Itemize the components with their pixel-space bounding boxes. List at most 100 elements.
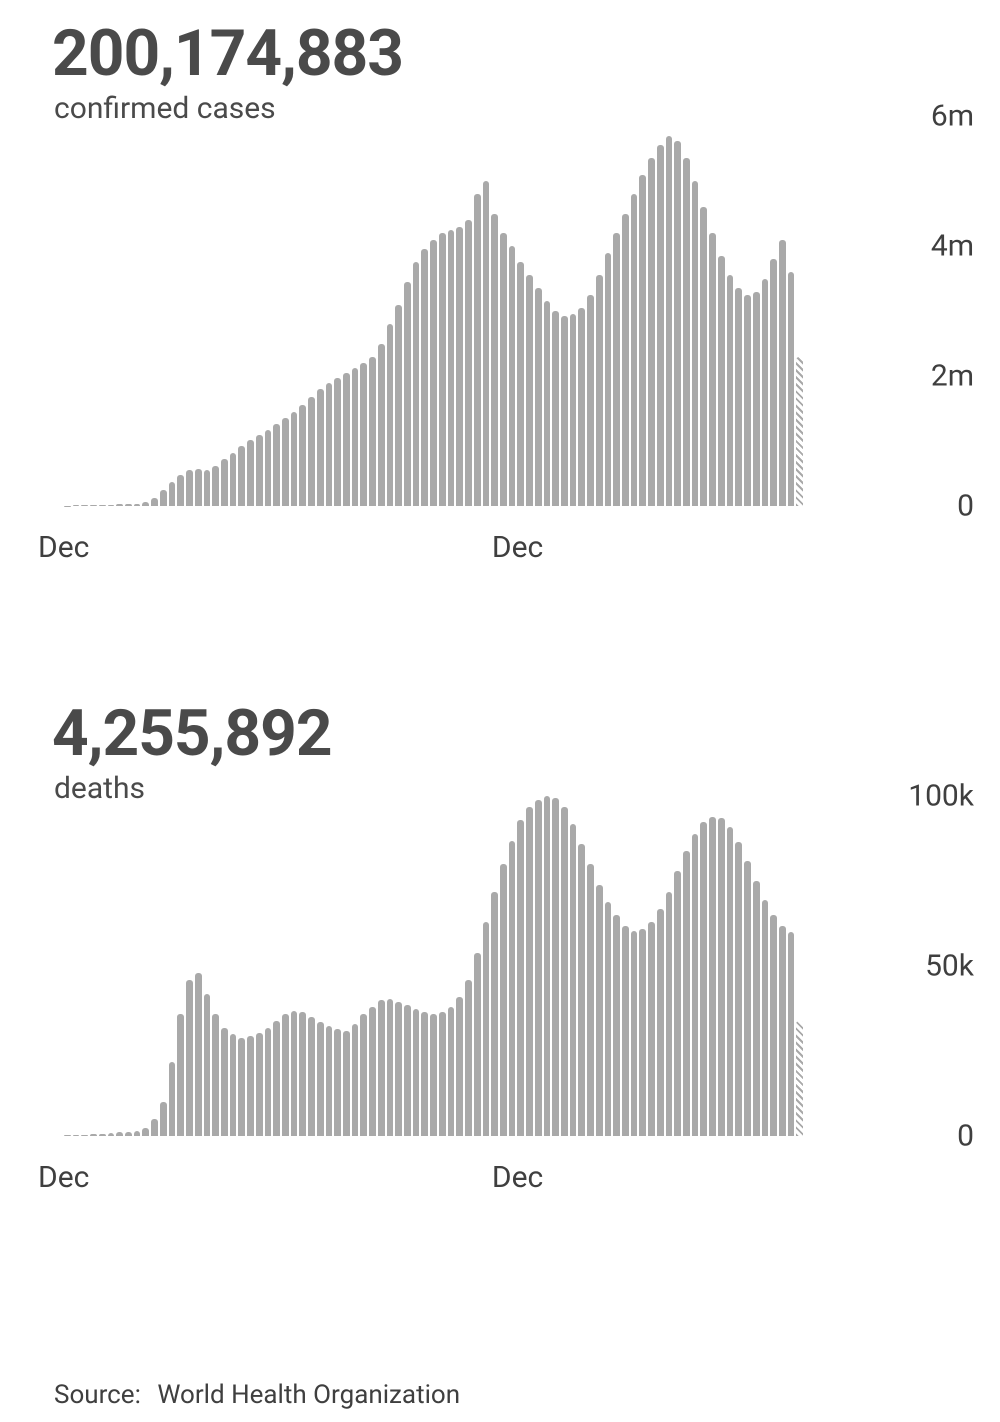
bar <box>299 405 306 506</box>
bar <box>622 214 629 507</box>
bar <box>195 469 202 507</box>
cases-chart-row: 02m4m6m <box>24 116 976 506</box>
bar <box>430 240 437 507</box>
bar <box>578 844 585 1136</box>
x-tick-label: Dec <box>38 530 89 565</box>
bar <box>265 1028 272 1137</box>
bar <box>177 1014 184 1136</box>
bar <box>151 1119 158 1136</box>
x-tick-label: Dec <box>492 1160 543 1195</box>
bar <box>762 900 769 1136</box>
bar <box>352 368 359 506</box>
bar <box>265 430 272 507</box>
bar <box>474 194 481 506</box>
bar <box>282 1014 289 1136</box>
bar <box>500 864 507 1136</box>
bar <box>116 504 123 506</box>
bar <box>125 504 132 506</box>
bar <box>526 275 533 506</box>
bar <box>326 1026 333 1137</box>
bar <box>744 861 751 1136</box>
bar <box>421 1012 428 1136</box>
bar <box>718 818 725 1136</box>
bar <box>125 1132 132 1137</box>
bar <box>317 389 324 506</box>
y-tick-label: 0 <box>957 1119 974 1154</box>
bar <box>570 314 577 506</box>
bar <box>169 1062 176 1137</box>
bar <box>108 1133 115 1136</box>
bar <box>413 262 420 506</box>
bar <box>90 1134 97 1136</box>
bar <box>631 931 638 1137</box>
bar <box>770 259 777 506</box>
source-name: World Health Organization <box>157 1380 460 1410</box>
bar <box>317 1022 324 1136</box>
panel-spacer <box>24 590 976 700</box>
y-tick-label: 4m <box>931 229 974 264</box>
bar <box>404 1005 411 1136</box>
bar <box>326 383 333 507</box>
bar <box>788 932 795 1136</box>
bar <box>666 136 673 507</box>
bar <box>683 851 690 1137</box>
bar <box>439 1012 446 1136</box>
bar <box>204 470 211 506</box>
deaths-chart-row: 050k100k <box>24 796 976 1136</box>
bar <box>90 505 97 506</box>
bar <box>387 999 394 1137</box>
deaths-y-axis: 050k100k <box>804 796 974 1136</box>
bar <box>674 871 681 1136</box>
bar <box>465 220 472 506</box>
bar <box>142 1128 149 1137</box>
bar <box>308 397 315 506</box>
bar <box>509 841 516 1137</box>
bar <box>81 505 88 506</box>
bar <box>230 453 237 506</box>
deaths-panel: 4,255,892 deaths 050k100k DecDec <box>24 700 976 1220</box>
bar <box>64 1135 71 1136</box>
bar <box>796 357 803 507</box>
bar <box>395 1002 402 1136</box>
bar <box>238 446 245 506</box>
bar <box>622 926 629 1137</box>
bar <box>291 1011 298 1137</box>
bar <box>796 1021 803 1137</box>
bar <box>221 1028 228 1137</box>
bar <box>561 807 568 1137</box>
bar <box>448 1007 455 1136</box>
cases-panel: 200,174,883 confirmed cases 02m4m6m DecD… <box>24 20 976 590</box>
deaths-chart <box>64 796 804 1136</box>
bar <box>753 881 760 1136</box>
bar <box>709 233 716 506</box>
bar <box>299 1012 306 1136</box>
bar <box>204 994 211 1137</box>
bar <box>413 1009 420 1137</box>
bar <box>238 1038 245 1137</box>
bar <box>256 435 263 507</box>
bar <box>587 864 594 1136</box>
bar <box>369 357 376 507</box>
bar <box>282 418 289 506</box>
y-tick-label: 100k <box>908 779 974 814</box>
bar <box>73 1135 80 1136</box>
x-tick-label: Dec <box>38 1160 89 1195</box>
bar <box>439 233 446 506</box>
bar <box>465 980 472 1136</box>
bar <box>613 233 620 506</box>
bar <box>273 1021 280 1137</box>
bar <box>770 915 777 1136</box>
y-tick-label: 2m <box>931 359 974 394</box>
bar <box>587 295 594 506</box>
bar <box>221 459 228 506</box>
bar <box>666 892 673 1137</box>
bar <box>753 292 760 507</box>
bar <box>613 915 620 1136</box>
bar <box>308 1017 315 1136</box>
y-tick-label: 50k <box>925 949 974 984</box>
bar <box>517 820 524 1136</box>
bar <box>605 253 612 507</box>
bar <box>631 194 638 506</box>
bar <box>343 1031 350 1136</box>
bar <box>491 214 498 507</box>
